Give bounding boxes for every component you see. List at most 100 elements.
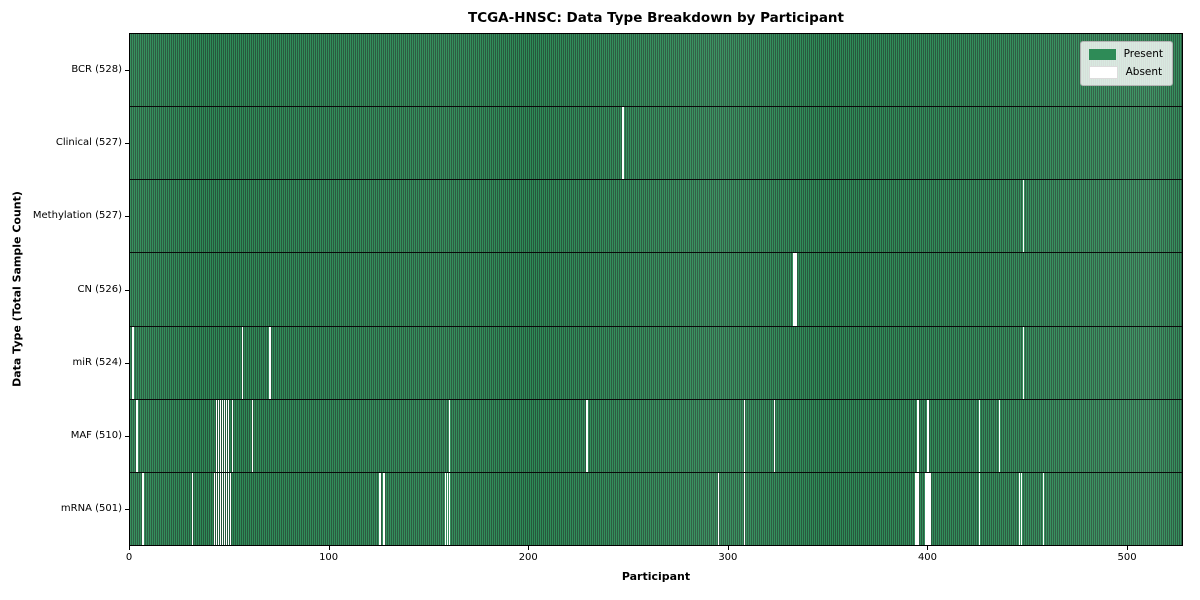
absent-cell bbox=[1042, 472, 1045, 545]
y-tick-mark bbox=[125, 69, 129, 71]
shade-overlay bbox=[130, 107, 1182, 180]
absent-cell bbox=[446, 472, 449, 545]
heatmap-plot-area bbox=[129, 33, 1183, 546]
legend-item-absent: Absent bbox=[1088, 66, 1163, 79]
x-tick-mark bbox=[927, 546, 929, 550]
shade-overlay bbox=[130, 34, 1182, 107]
x-tick-label: 400 bbox=[917, 552, 938, 563]
absent-cell bbox=[213, 472, 216, 545]
absent-cell bbox=[793, 253, 796, 326]
x-tick-label: 300 bbox=[718, 552, 738, 563]
y-tick-label: CN (526) bbox=[77, 283, 122, 295]
y-tick-mark bbox=[125, 362, 129, 364]
heatmap-row-maf bbox=[130, 399, 1182, 473]
chart-title: TCGA-HNSC: Data Type Breakdown by Partic… bbox=[467, 10, 844, 26]
absent-cell bbox=[1018, 472, 1021, 545]
y-tick-mark bbox=[125, 436, 129, 438]
absent-cell bbox=[926, 472, 929, 545]
absent-cell bbox=[928, 472, 931, 545]
absent-cell bbox=[229, 472, 232, 545]
absent-cell bbox=[231, 399, 234, 472]
absent-cell bbox=[383, 472, 385, 545]
y-tick-label: Methylation (527) bbox=[32, 210, 122, 222]
absent-cell bbox=[917, 399, 919, 472]
x-tick-mark bbox=[1127, 546, 1129, 550]
heatmap-row-cn bbox=[130, 253, 1182, 327]
x-tick-label: 0 bbox=[125, 552, 133, 563]
absent-cell bbox=[379, 472, 381, 545]
absent-cell bbox=[448, 399, 451, 472]
absent-cell bbox=[795, 253, 798, 326]
legend-swatch-present bbox=[1088, 49, 1116, 60]
heatmap-row-methylation bbox=[130, 180, 1182, 254]
absent-cell bbox=[1022, 326, 1025, 399]
absent-cell bbox=[1020, 472, 1023, 545]
absent-cell bbox=[131, 326, 134, 399]
absent-cell bbox=[978, 472, 981, 545]
absent-cell bbox=[773, 399, 776, 472]
legend-item-present: Present bbox=[1088, 48, 1163, 61]
absent-cell bbox=[217, 472, 220, 545]
absent-cell bbox=[448, 472, 451, 545]
absent-cell bbox=[924, 472, 927, 545]
y-tick-label: miR (524) bbox=[72, 356, 122, 368]
absent-cell bbox=[915, 472, 917, 545]
absent-cell bbox=[221, 472, 224, 545]
absent-cell bbox=[1022, 180, 1025, 253]
shade-overlay bbox=[130, 253, 1182, 326]
absent-cell bbox=[215, 472, 218, 545]
absent-cell bbox=[225, 472, 228, 545]
absent-cell bbox=[743, 472, 746, 545]
absent-cell bbox=[215, 399, 218, 472]
absent-cell bbox=[135, 399, 138, 472]
x-tick-mark bbox=[528, 546, 530, 550]
absent-cell bbox=[269, 326, 272, 399]
absent-cell bbox=[227, 472, 230, 545]
x-tick-label: 200 bbox=[518, 552, 538, 563]
absent-cell bbox=[586, 399, 588, 472]
absent-cell bbox=[917, 472, 919, 545]
x-axis-title: Participant bbox=[621, 570, 691, 583]
absent-cell bbox=[227, 399, 230, 472]
heatmap-row-mir bbox=[130, 326, 1182, 400]
absent-cell bbox=[225, 399, 228, 472]
x-tick-label: 500 bbox=[1117, 552, 1137, 563]
y-tick-label: BCR (528) bbox=[71, 63, 122, 75]
x-tick-mark bbox=[727, 546, 729, 550]
y-tick-mark bbox=[125, 216, 129, 218]
x-tick-mark bbox=[328, 546, 330, 550]
legend-label: Absent bbox=[1125, 66, 1163, 78]
absent-cell bbox=[219, 399, 222, 472]
legend-swatch-absent bbox=[1088, 66, 1118, 79]
x-tick-label: 100 bbox=[319, 552, 339, 563]
y-tick-mark bbox=[125, 142, 129, 144]
y-tick-mark bbox=[125, 289, 129, 291]
absent-cell bbox=[221, 399, 224, 472]
absent-cell bbox=[622, 107, 624, 180]
y-tick-mark bbox=[125, 509, 129, 511]
shade-overlay bbox=[130, 472, 1182, 545]
absent-cell bbox=[444, 472, 447, 545]
absent-cell bbox=[743, 399, 746, 472]
absent-cell bbox=[251, 399, 254, 472]
legend-label: Present bbox=[1123, 48, 1163, 60]
y-tick-label: mRNA (501) bbox=[60, 503, 122, 515]
x-tick-mark bbox=[129, 546, 130, 550]
heatmap-row-bcr bbox=[130, 34, 1182, 108]
absent-cell bbox=[223, 399, 226, 472]
absent-cell bbox=[219, 472, 222, 545]
absent-cell bbox=[241, 326, 244, 399]
absent-cell bbox=[998, 399, 1001, 472]
y-tick-label: Clinical (527) bbox=[55, 136, 122, 148]
absent-cell bbox=[141, 472, 144, 545]
absent-cell bbox=[217, 399, 220, 472]
absent-cell bbox=[717, 472, 720, 545]
legend: Present Absent bbox=[1079, 41, 1173, 86]
absent-cell bbox=[191, 472, 194, 545]
absent-cell bbox=[926, 399, 929, 472]
y-tick-label: MAF (510) bbox=[70, 430, 122, 442]
absent-cell bbox=[978, 399, 981, 472]
heatmap-row-mrna bbox=[130, 472, 1182, 545]
shade-overlay bbox=[130, 399, 1182, 472]
